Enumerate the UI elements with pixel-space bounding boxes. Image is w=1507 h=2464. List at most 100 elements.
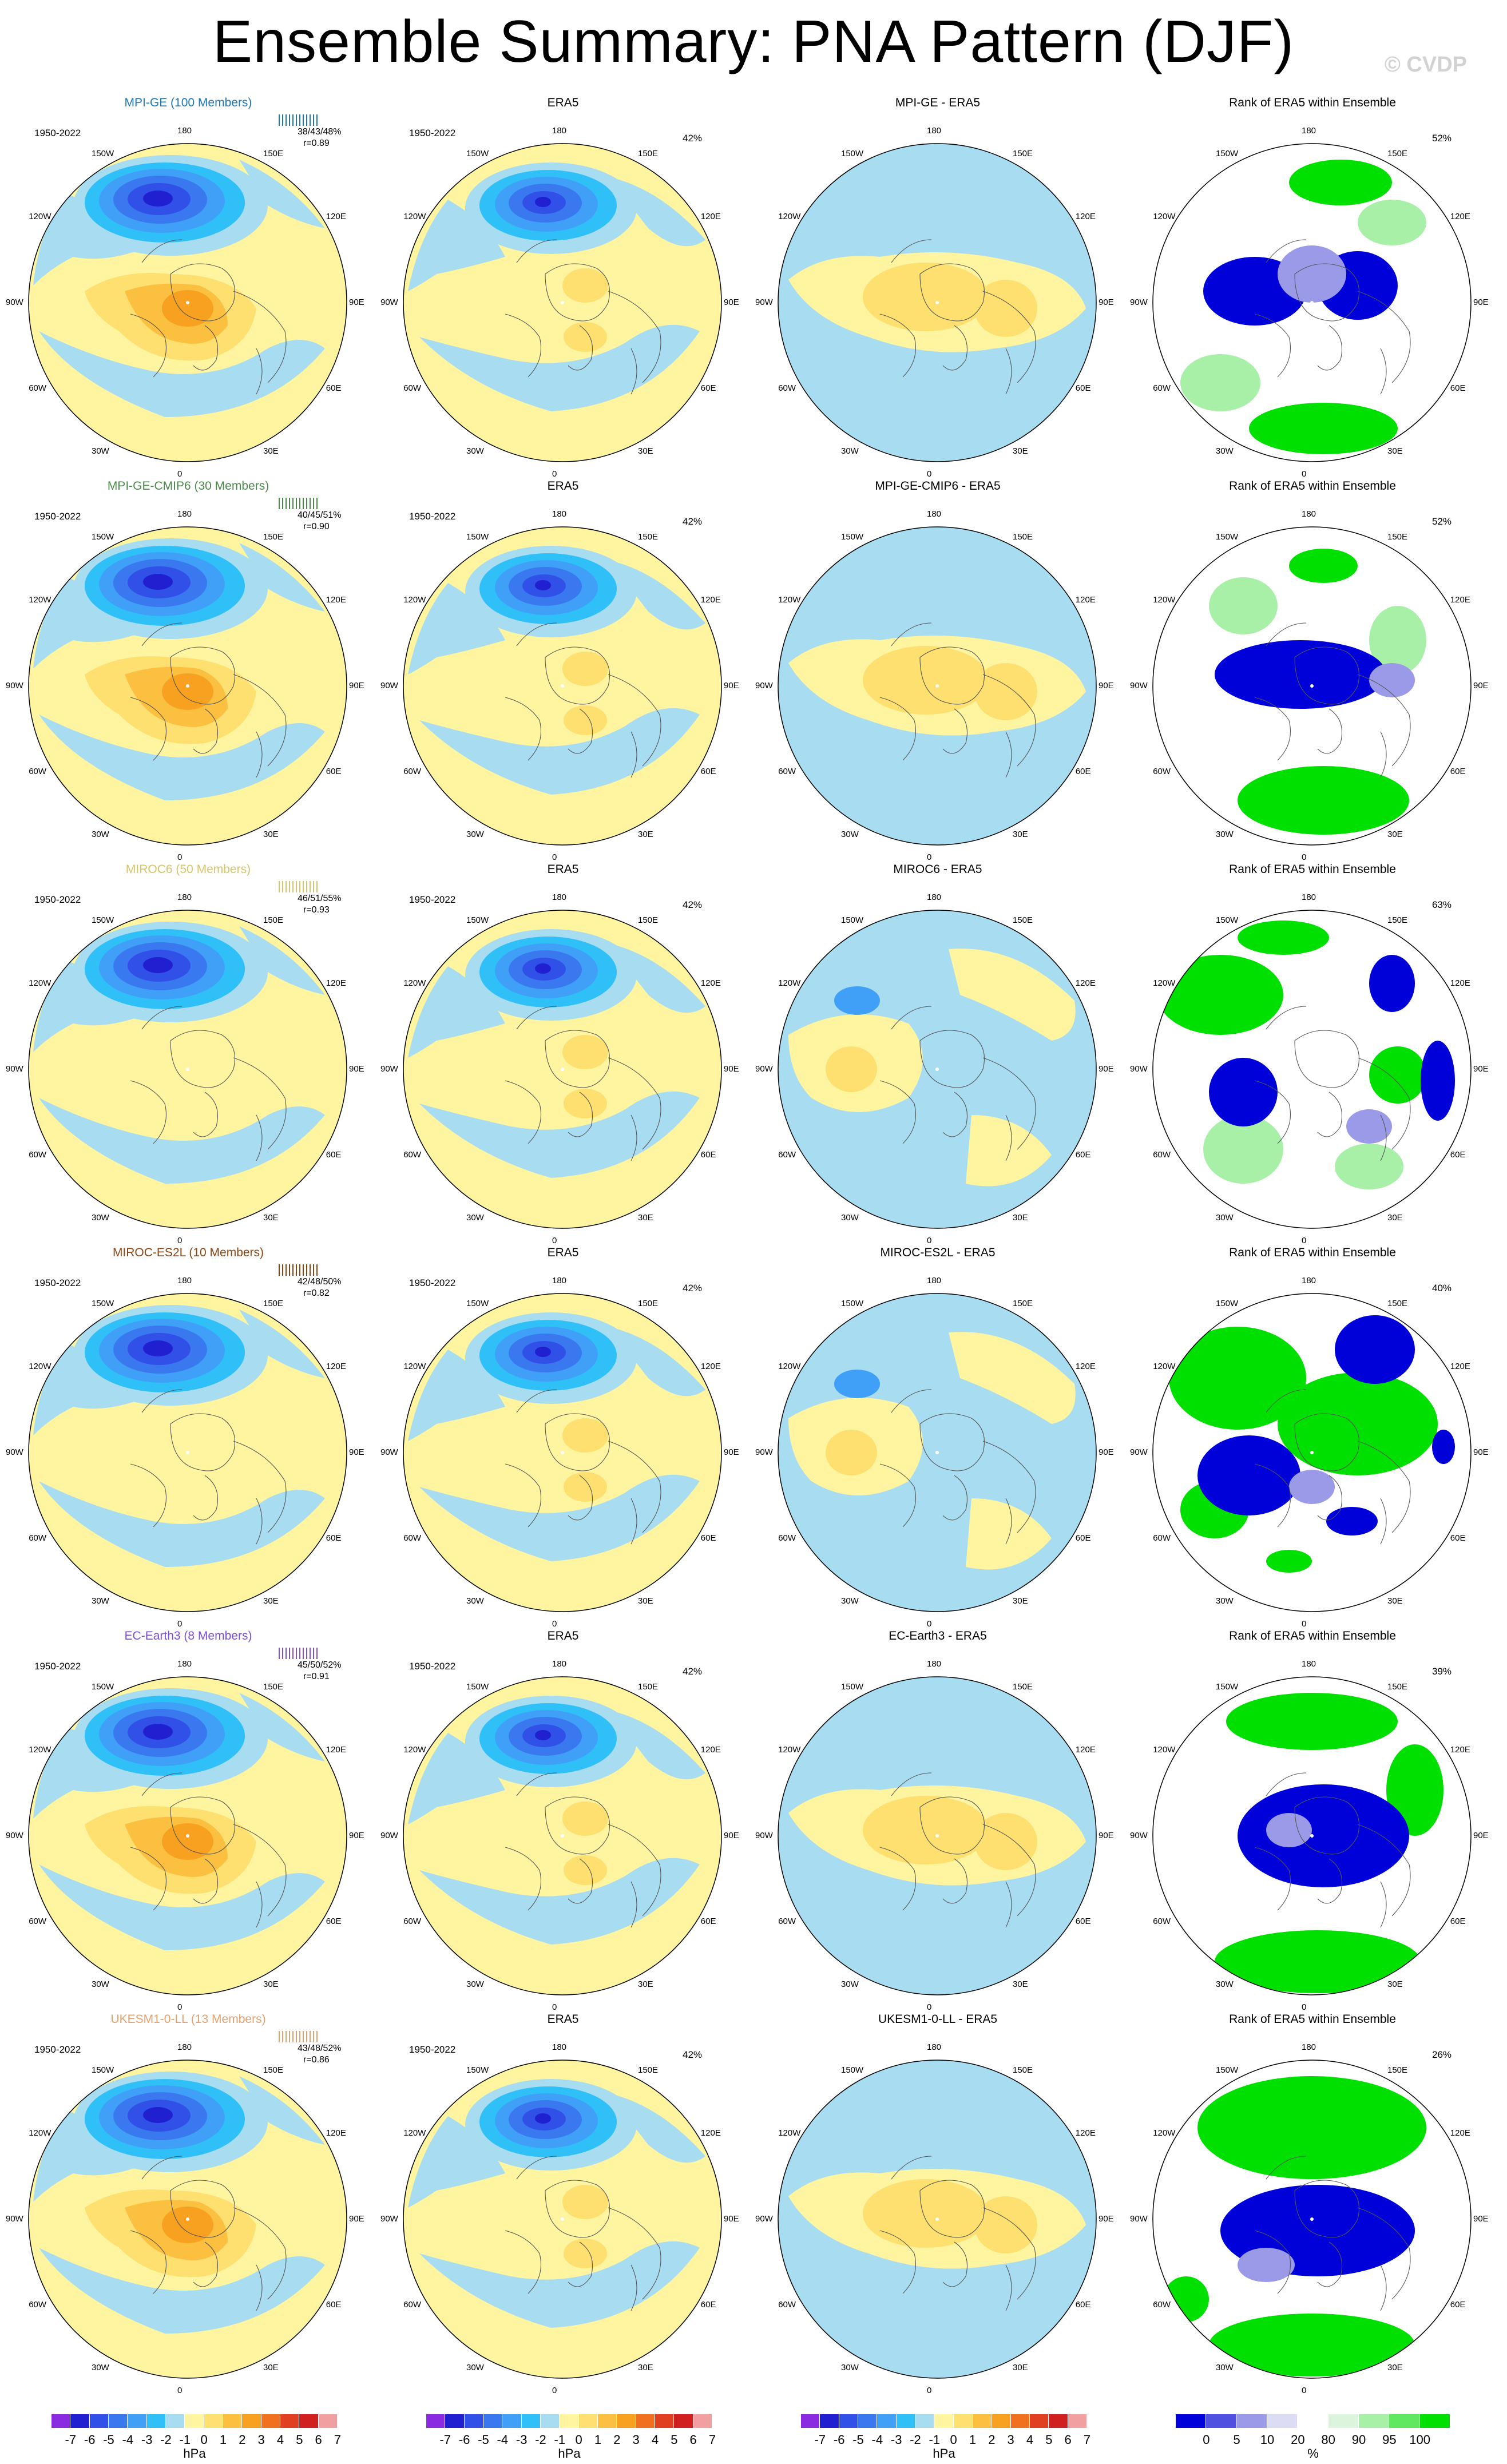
colorbar-tick: 95: [1382, 2433, 1397, 2447]
colorbar-tick: 3: [632, 2433, 640, 2447]
lon-label: 0: [927, 2386, 932, 2395]
lon-label: 150E: [638, 915, 659, 926]
period-label: 1950-2022: [34, 2044, 81, 2055]
colorbar-swatch: [108, 2414, 128, 2428]
lon-label: 150W: [92, 2065, 114, 2076]
lon-label: 90E: [1098, 1064, 1114, 1074]
lon-label: 120E: [1450, 595, 1470, 605]
colorbar-swatch: [165, 2414, 185, 2428]
polar-map: [778, 526, 1097, 846]
coastlines: [130, 2156, 287, 2311]
lon-label: 120E: [1450, 2128, 1470, 2138]
member-distribution: [279, 498, 318, 509]
negative-region-west: [33, 961, 136, 1052]
north-pole: [1310, 2217, 1314, 2221]
lon-label: 150E: [638, 1682, 659, 1692]
colorbar-swatch: [597, 2414, 617, 2428]
north-pole: [935, 2217, 939, 2221]
lon-label: 150W: [466, 1682, 489, 1692]
colorbar-swatch: [992, 2414, 1011, 2428]
colorbar-tick: -4: [122, 2433, 134, 2447]
lon-label: 90W: [380, 1064, 398, 1074]
positive-core-east: [974, 663, 1037, 720]
lon-label: 30W: [1216, 829, 1234, 839]
colorbar-tick: 4: [276, 2433, 284, 2447]
rank-area-pct: 52%: [1432, 133, 1452, 144]
lon-label: 120W: [1153, 978, 1176, 988]
lon-label: 30W: [841, 446, 859, 456]
lon-label: 30E: [638, 1979, 653, 1989]
lon-label: 120W: [403, 1362, 426, 1371]
lon-label: 120W: [1153, 2128, 1176, 2138]
lon-label: 0: [177, 1236, 183, 1245]
lon-label: 0: [552, 2002, 557, 2012]
coastlines: [879, 239, 1036, 395]
lon-label: 60E: [326, 1533, 342, 1543]
panel-r1-c0: MPI-GE-CMIP6 (30 Members) 1950-2022 40/45/…: [0, 469, 376, 862]
panel-r1-c1: ERA5 1950-2022 42% 180 150E 120E 90E 60E 30E 0 30W…: [375, 469, 751, 862]
lon-label: 30W: [466, 446, 484, 456]
high-center-south: [564, 2239, 607, 2268]
lon-label: 60E: [1075, 2300, 1091, 2310]
colorbar-swatches: [426, 2414, 712, 2428]
negative-region-west: [408, 1733, 505, 1824]
colorbar-tick: 0: [950, 2433, 957, 2447]
colorbar-swatch: [934, 2414, 954, 2428]
lon-label: 90W: [755, 2214, 773, 2224]
negative-region-west: [33, 1727, 136, 1819]
colorbar-swatch: [674, 2414, 693, 2428]
negative-region-northeast: [239, 1310, 325, 1378]
lon-label: 150E: [263, 1299, 284, 1309]
colorbar-tick: 100: [1409, 2433, 1431, 2447]
lon-label: 150E: [638, 2065, 659, 2076]
polar-map: [1152, 1676, 1472, 1995]
low-center-core: [143, 957, 173, 973]
lon-label: 120E: [1075, 595, 1096, 605]
colorbar-tick: -3: [141, 2433, 153, 2447]
map-border: [28, 1293, 347, 1612]
lon-label: 150E: [1387, 2065, 1408, 2076]
rank-high-region-2: [1163, 2276, 1209, 2322]
lon-label: 60E: [1450, 383, 1466, 393]
negative-region-west: [408, 966, 505, 1058]
lon-label: 180: [177, 2042, 192, 2052]
lon-label: 180: [552, 1659, 567, 1669]
coastlines: [1254, 1389, 1411, 1545]
lon-label: 90W: [380, 1831, 398, 1840]
north-pole: [186, 1834, 189, 1838]
lon-label: 60W: [778, 1917, 796, 1926]
lon-label: 90E: [724, 681, 739, 691]
high-center-east: [562, 652, 608, 686]
low-center-core: [535, 963, 551, 974]
rank-title: Rank of ERA5 within Ensemble: [1229, 96, 1396, 109]
lon-label: 60W: [1153, 767, 1171, 776]
colorbar-tick: 80: [1321, 2433, 1335, 2447]
polar-map: [28, 910, 347, 1229]
lon-label: 30W: [92, 446, 109, 456]
colorbar-swatch: [89, 2414, 109, 2428]
polar-map: [403, 910, 722, 1229]
panel-r2-c1: ERA5 1950-2022 42% 180 150E 120E 90E 60E 30E 0 30W…: [375, 852, 751, 1245]
polar-map: [1152, 1293, 1472, 1612]
negative-region-west: [33, 194, 136, 285]
lon-label: 60W: [1153, 2300, 1171, 2310]
rank-mid-low-region-0: [1289, 1470, 1335, 1504]
lon-label: 90E: [1473, 2214, 1489, 2224]
negative-region-south: [39, 1481, 325, 1567]
panel-r5-c2: UKESM1-0-LL - ERA5 180 150E 120E 90E 60E 30E 0 3…: [749, 2002, 1126, 2395]
lon-label: 90W: [1130, 297, 1148, 307]
north-pole: [1310, 1068, 1314, 1071]
colorbar-swatch: [540, 2414, 560, 2428]
pct-variance-range: 43/48/52%: [298, 2044, 342, 2053]
lon-label: 0: [927, 1619, 932, 1629]
colorbar-tick: -7: [439, 2433, 451, 2447]
negative-region-northeast: [239, 160, 325, 228]
colorbar-swatch: [51, 2414, 71, 2428]
lon-label: 30W: [92, 1212, 109, 1223]
lon-label: 150E: [638, 149, 659, 159]
lon-label: 90W: [6, 1831, 23, 1840]
lon-label: 90E: [349, 681, 364, 691]
lon-label: 120W: [1153, 1362, 1176, 1371]
lon-label: 150W: [92, 532, 114, 542]
lon-label: 120W: [778, 2128, 801, 2138]
